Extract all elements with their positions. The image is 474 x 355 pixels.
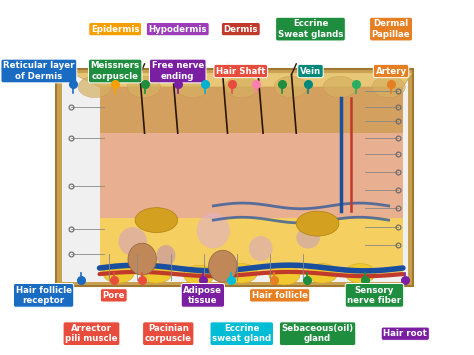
Ellipse shape: [372, 76, 405, 98]
Ellipse shape: [225, 76, 258, 98]
Text: Free nerve
ending: Free nerve ending: [152, 61, 204, 81]
Polygon shape: [100, 87, 403, 133]
Text: Hair follicle: Hair follicle: [252, 291, 308, 300]
Text: Eccrine
Sweat glands: Eccrine Sweat glands: [278, 20, 343, 39]
Ellipse shape: [156, 245, 175, 266]
Text: Pore: Pore: [102, 291, 125, 300]
FancyBboxPatch shape: [56, 69, 413, 286]
Ellipse shape: [249, 236, 273, 261]
Text: Pacinian
corpuscle: Pacinian corpuscle: [145, 324, 192, 343]
Ellipse shape: [296, 227, 320, 248]
Text: Dermal
Papillae: Dermal Papillae: [372, 20, 410, 39]
Ellipse shape: [176, 76, 210, 98]
Text: Artery: Artery: [375, 66, 407, 76]
Ellipse shape: [118, 227, 147, 256]
Text: Sensory
nerve fiber: Sensory nerve fiber: [347, 286, 401, 305]
Text: Sebaceous(oil)
gland: Sebaceous(oil) gland: [282, 324, 354, 343]
Ellipse shape: [183, 266, 214, 285]
Text: Dermis: Dermis: [224, 24, 258, 34]
Polygon shape: [100, 133, 403, 218]
Text: Hair root: Hair root: [383, 329, 427, 338]
FancyBboxPatch shape: [62, 73, 408, 282]
Text: Reticular layer
of Dermis: Reticular layer of Dermis: [3, 61, 74, 81]
Ellipse shape: [141, 263, 172, 283]
Ellipse shape: [103, 263, 134, 283]
Ellipse shape: [209, 250, 237, 282]
Text: Hypodermis: Hypodermis: [148, 24, 207, 34]
Text: Meissners
corpuscle: Meissners corpuscle: [91, 61, 140, 81]
Ellipse shape: [128, 243, 156, 275]
Ellipse shape: [345, 263, 375, 283]
Text: Vein: Vein: [300, 66, 321, 76]
Polygon shape: [100, 218, 403, 275]
Ellipse shape: [127, 76, 160, 98]
Ellipse shape: [227, 263, 257, 283]
Ellipse shape: [274, 76, 307, 98]
Ellipse shape: [323, 76, 356, 98]
Text: Eccrine
sweat gland: Eccrine sweat gland: [212, 324, 271, 343]
Text: Arrector
pili muscle: Arrector pili muscle: [65, 324, 118, 343]
Text: Epidermis: Epidermis: [91, 24, 139, 34]
Ellipse shape: [135, 208, 178, 233]
Ellipse shape: [307, 263, 337, 283]
Text: Hair follicle
receptor: Hair follicle receptor: [16, 286, 72, 305]
Ellipse shape: [78, 76, 111, 98]
Ellipse shape: [296, 211, 339, 236]
Text: Adipose
tissue: Adipose tissue: [183, 286, 222, 305]
Ellipse shape: [269, 266, 300, 285]
Ellipse shape: [197, 213, 230, 248]
Polygon shape: [71, 73, 412, 87]
Text: Hair Shaft: Hair Shaft: [216, 66, 265, 76]
